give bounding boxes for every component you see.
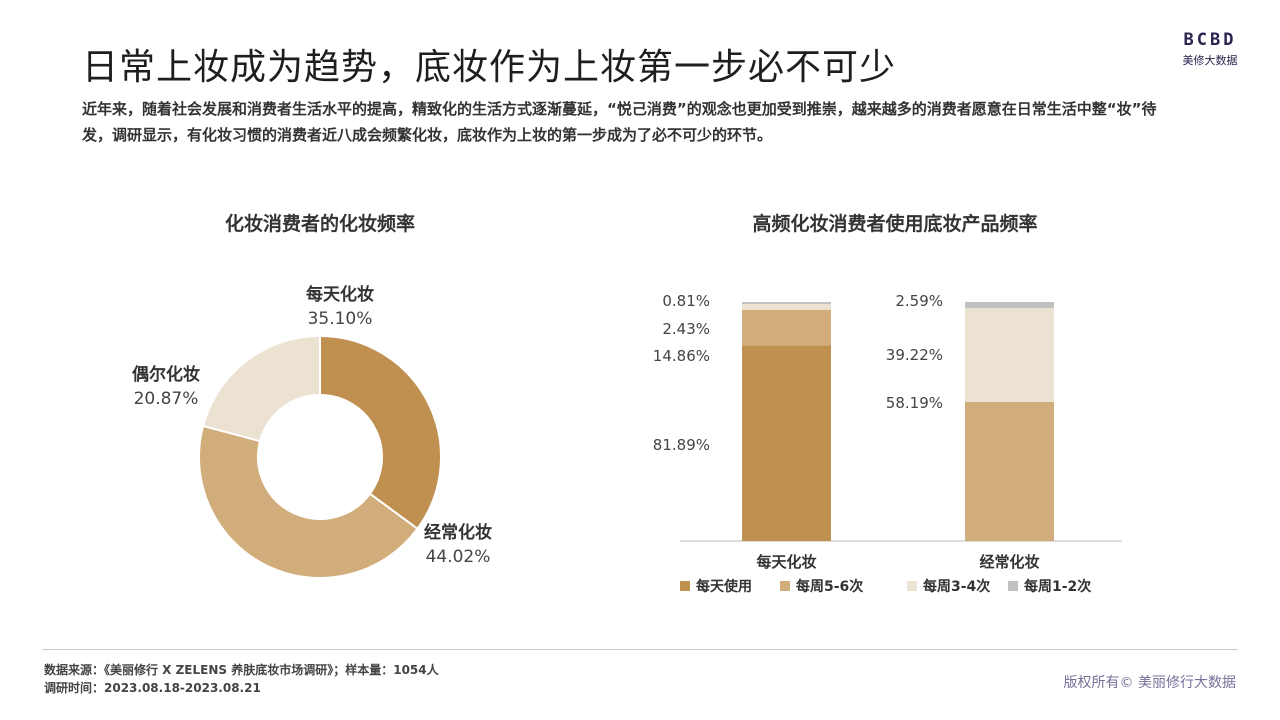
bar-segment-1-3 (742, 303, 831, 310)
donut-slice-2 (198, 424, 419, 579)
bar-value-label: 39.22% (886, 346, 943, 364)
legend-swatch (907, 581, 917, 591)
brand-logo: BCBD 美修大数据 (1168, 30, 1252, 68)
legend-swatch (1008, 581, 1018, 591)
footer-divider (42, 649, 1238, 650)
page-title: 日常上妆成为趋势，底妆作为上妆第一步必不可少 (82, 47, 897, 88)
bar-segment-1-2 (742, 309, 831, 346)
category-label: 每天化妆 (756, 553, 816, 571)
legend-label: 每天使用 (696, 578, 752, 595)
legend-item: 每天使用 (680, 578, 752, 595)
donut-slice-value: 44.02% (426, 547, 491, 567)
logo-subtitle: 美修大数据 (1182, 54, 1238, 67)
bar-segment-1-4 (742, 302, 831, 304)
legend-item: 每周5-6次 (780, 578, 863, 595)
category-label: 经常化妆 (979, 553, 1039, 571)
donut-chart-title: 化妆消费者的化妆频率 (224, 213, 415, 235)
donut-slice-label: 经常化妆 (424, 522, 492, 543)
bar-value-label: 81.89% (653, 436, 710, 454)
donut-slice-3 (201, 334, 321, 443)
bar-chart-title: 高频化妆消费者使用底妆产品频率 (752, 213, 1038, 235)
bar-segment-2-3 (965, 308, 1054, 402)
legend-swatch (680, 581, 690, 591)
donut-slice-value: 20.87% (134, 389, 199, 409)
bar-value-label: 2.59% (895, 292, 943, 310)
bar-value-label: 2.43% (662, 320, 710, 338)
legend-label: 每周5-6次 (796, 578, 863, 595)
legend-item: 每周1-2次 (1008, 578, 1091, 595)
donut-chart: 每天化妆 35.10% 经常化妆 44.02% 偶尔化妆 20.87% (132, 284, 492, 579)
bar-segment-1-1 (742, 345, 831, 541)
donut-slice-value: 35.10% (308, 309, 373, 329)
bar-value-label: 0.81% (662, 292, 710, 310)
intro-paragraph: 近年来，随着社会发展和消费者生活水平的提高，精致化的生活方式逐渐蔓延，“悦己消费… (82, 100, 1157, 144)
legend-label: 每周3-4次 (923, 578, 990, 595)
legend-swatch (780, 581, 790, 591)
logo-mark: BCBD (1183, 30, 1237, 50)
donut-slice-label: 偶尔化妆 (132, 364, 200, 385)
bar-value-label: 58.19% (886, 394, 943, 412)
bar-segment-2-4 (965, 302, 1054, 309)
legend-label: 每周1-2次 (1024, 578, 1091, 595)
donut-slice-label: 每天化妆 (306, 284, 374, 305)
bar-segment-2-2 (965, 401, 1054, 541)
footer-notes: 数据来源：《美丽修行 X ZELENS 养肤底妆市场调研》；样本量：1054人 … (44, 661, 439, 697)
stacked-bar-chart: 81.89% 14.86% 2.43% 0.81% 每天化妆 58.19% 39.22% 2.… (653, 292, 1122, 595)
legend-item: 每周3-4次 (907, 578, 990, 595)
data-source-note: 数据来源：《美丽修行 X ZELENS 养肤底妆市场调研》；样本量：1054人 (44, 663, 439, 677)
survey-period-note: 调研时间：2023.08.18-2023.08.21 (44, 681, 261, 695)
donut-slice-1 (319, 334, 442, 531)
copyright-text: 版权所有© 美丽修行大数据 (1063, 675, 1236, 691)
bar-value-label: 14.86% (653, 347, 710, 365)
